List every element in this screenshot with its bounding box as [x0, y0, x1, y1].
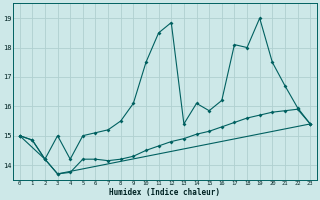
X-axis label: Humidex (Indice chaleur): Humidex (Indice chaleur) [109, 188, 220, 197]
